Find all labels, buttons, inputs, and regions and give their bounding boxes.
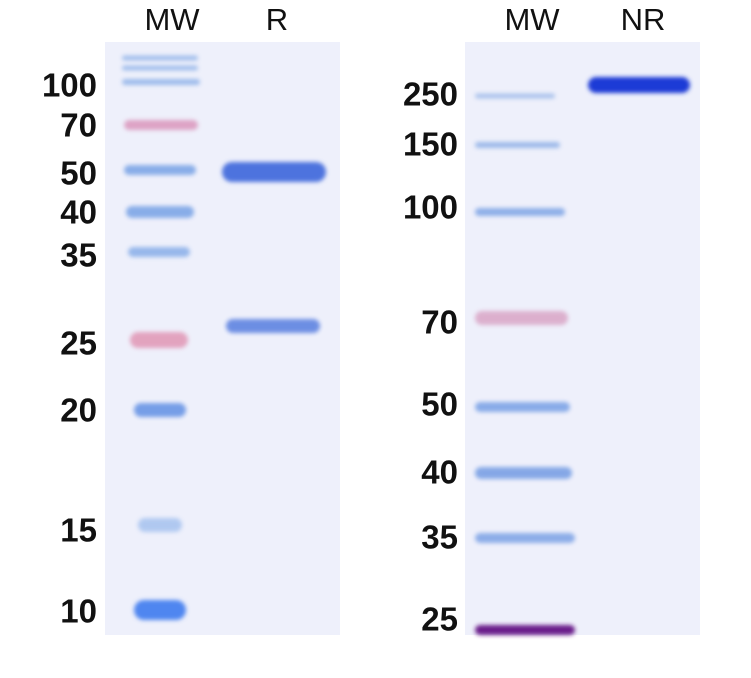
band (475, 93, 555, 99)
band (475, 467, 572, 479)
marker-label: 40 (60, 194, 97, 231)
band (122, 65, 198, 71)
band (475, 402, 570, 412)
band (124, 120, 198, 130)
lane-header: R (266, 2, 288, 37)
band (122, 79, 200, 85)
marker-label: 100 (403, 189, 458, 226)
band (475, 142, 560, 148)
marker-label: 50 (60, 155, 97, 192)
band (222, 162, 326, 182)
marker-label: 70 (60, 107, 97, 144)
band (226, 319, 320, 333)
lane-header: NR (621, 2, 666, 37)
band (475, 625, 575, 635)
marker-label: 10 (60, 593, 97, 630)
band (588, 77, 690, 93)
bands (122, 55, 690, 635)
band (475, 533, 575, 543)
band (124, 165, 196, 175)
marker-label: 25 (60, 325, 97, 362)
band (122, 55, 198, 61)
marker-label: 15 (60, 512, 97, 549)
marker-label: 35 (421, 519, 458, 556)
marker-label: 150 (403, 126, 458, 163)
marker-label: 25 (421, 601, 458, 638)
marker-label: 70 (421, 304, 458, 341)
marker-label: 20 (60, 392, 97, 429)
labels: MW R MW NR 10070504035252015102501501007… (42, 2, 665, 638)
band (138, 518, 182, 532)
marker-label: 100 (42, 67, 97, 104)
lane-header: MW (144, 2, 200, 37)
marker-label: 250 (403, 76, 458, 113)
band (475, 208, 565, 216)
band (475, 311, 568, 325)
marker-label: 50 (421, 386, 458, 423)
band (128, 247, 190, 257)
band (134, 600, 186, 620)
band (130, 332, 188, 348)
gel-right (465, 42, 700, 635)
lane-header: MW (504, 2, 560, 37)
band (134, 403, 186, 417)
marker-label: 40 (421, 454, 458, 491)
marker-label: 35 (60, 237, 97, 274)
band (126, 206, 194, 218)
